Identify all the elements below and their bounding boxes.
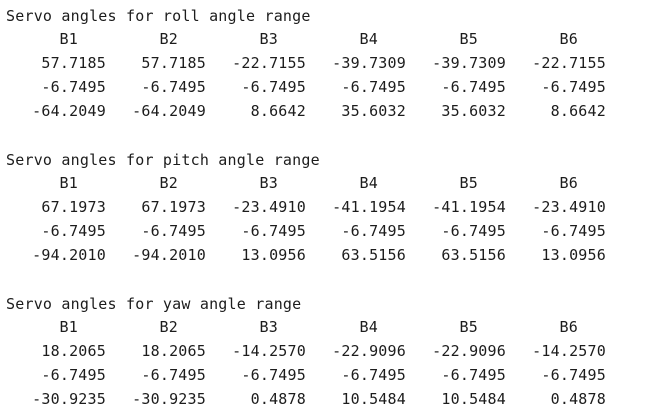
value-cell: -23.4910 bbox=[232, 198, 306, 216]
value-row: -64.2049 -64.2049 8.6642 35.6032 35.6032… bbox=[0, 100, 651, 122]
value-cell: -6.7495 bbox=[341, 78, 406, 96]
value-row: -30.9235 -30.9235 0.4878 10.5484 10.5484… bbox=[0, 388, 651, 410]
value-cell: -41.1954 bbox=[332, 198, 406, 216]
value-cell: -64.2049 bbox=[32, 102, 106, 120]
value-cell: -6.7495 bbox=[341, 222, 406, 240]
value-cell: -64.2049 bbox=[132, 102, 206, 120]
value-row: 18.2065 18.2065 -14.2570 -22.9096 -22.90… bbox=[0, 340, 651, 362]
value-cell: 18.2065 bbox=[41, 342, 106, 360]
value-cell: 13.0956 bbox=[241, 246, 306, 264]
column-header: B4 bbox=[359, 318, 378, 336]
column-header: B1 bbox=[59, 30, 78, 48]
column-header: B6 bbox=[559, 174, 578, 192]
value-cell: -94.2010 bbox=[132, 246, 206, 264]
value-cell: 35.6032 bbox=[341, 102, 406, 120]
pitch-angle-section: Servo angles for pitch angle range B1 B2… bbox=[0, 150, 651, 270]
value-cell: -6.7495 bbox=[141, 78, 206, 96]
value-cell: -6.7495 bbox=[341, 366, 406, 384]
value-cell: -6.7495 bbox=[541, 222, 606, 240]
header-row: B1 B2 B3 B4 B5 B6 bbox=[0, 28, 651, 50]
column-header: B6 bbox=[559, 318, 578, 336]
value-cell: -14.2570 bbox=[232, 342, 306, 360]
value-cell: -6.7495 bbox=[241, 222, 306, 240]
value-cell: 8.6642 bbox=[550, 102, 606, 120]
value-row: 67.1973 67.1973 -23.4910 -41.1954 -41.19… bbox=[0, 196, 651, 218]
column-header: B5 bbox=[459, 30, 478, 48]
value-cell: 10.5484 bbox=[341, 390, 406, 408]
section-title: Servo angles for pitch angle range bbox=[6, 151, 320, 169]
value-cell: -6.7495 bbox=[141, 366, 206, 384]
value-cell: -39.7309 bbox=[432, 54, 506, 72]
column-header: B1 bbox=[59, 174, 78, 192]
value-row: 57.7185 57.7185 -22.7155 -39.7309 -39.73… bbox=[0, 52, 651, 74]
value-cell: -6.7495 bbox=[141, 222, 206, 240]
value-cell: -6.7495 bbox=[41, 78, 106, 96]
value-cell: 0.4878 bbox=[550, 390, 606, 408]
value-cell: 67.1973 bbox=[41, 198, 106, 216]
column-header: B2 bbox=[159, 318, 178, 336]
roll-angle-section: Servo angles for roll angle range B1 B2 … bbox=[0, 6, 651, 126]
section-title: Servo angles for yaw angle range bbox=[6, 295, 302, 313]
value-cell: -14.2570 bbox=[532, 342, 606, 360]
column-header: B4 bbox=[359, 174, 378, 192]
header-row: B1 B2 B3 B4 B5 B6 bbox=[0, 172, 651, 194]
value-cell: 35.6032 bbox=[441, 102, 506, 120]
column-header: B1 bbox=[59, 318, 78, 336]
value-cell: -23.4910 bbox=[532, 198, 606, 216]
column-header: B2 bbox=[159, 174, 178, 192]
value-cell: 57.7185 bbox=[141, 54, 206, 72]
value-cell: -6.7495 bbox=[241, 366, 306, 384]
value-row: -6.7495 -6.7495 -6.7495 -6.7495 -6.7495 … bbox=[0, 220, 651, 242]
value-cell: -22.7155 bbox=[532, 54, 606, 72]
value-cell: 10.5484 bbox=[441, 390, 506, 408]
yaw-angle-section: Servo angles for yaw angle range B1 B2 B… bbox=[0, 294, 651, 414]
value-cell: -6.7495 bbox=[541, 366, 606, 384]
value-cell: -22.9096 bbox=[432, 342, 506, 360]
value-cell: -6.7495 bbox=[441, 366, 506, 384]
column-header: B3 bbox=[259, 174, 278, 192]
column-header: B2 bbox=[159, 30, 178, 48]
column-header: B3 bbox=[259, 318, 278, 336]
section-title: Servo angles for roll angle range bbox=[6, 7, 311, 25]
value-cell: 67.1973 bbox=[141, 198, 206, 216]
header-row: B1 B2 B3 B4 B5 B6 bbox=[0, 316, 651, 338]
column-header: B5 bbox=[459, 174, 478, 192]
value-cell: -6.7495 bbox=[41, 222, 106, 240]
value-cell: -41.1954 bbox=[432, 198, 506, 216]
value-cell: -39.7309 bbox=[332, 54, 406, 72]
value-cell: -22.9096 bbox=[332, 342, 406, 360]
value-cell: -6.7495 bbox=[441, 222, 506, 240]
column-header: B5 bbox=[459, 318, 478, 336]
column-header: B4 bbox=[359, 30, 378, 48]
value-cell: 13.0956 bbox=[541, 246, 606, 264]
value-row: -94.2010 -94.2010 13.0956 63.5156 63.515… bbox=[0, 244, 651, 266]
value-cell: -30.9235 bbox=[32, 390, 106, 408]
value-cell: 63.5156 bbox=[341, 246, 406, 264]
value-cell: 18.2065 bbox=[141, 342, 206, 360]
value-cell: 8.6642 bbox=[250, 102, 306, 120]
value-cell: -6.7495 bbox=[441, 78, 506, 96]
value-cell: -6.7495 bbox=[241, 78, 306, 96]
value-row: -6.7495 -6.7495 -6.7495 -6.7495 -6.7495 … bbox=[0, 364, 651, 386]
value-cell: -30.9235 bbox=[132, 390, 206, 408]
value-row: -6.7495 -6.7495 -6.7495 -6.7495 -6.7495 … bbox=[0, 76, 651, 98]
column-header: B3 bbox=[259, 30, 278, 48]
value-cell: 57.7185 bbox=[41, 54, 106, 72]
value-cell: -22.7155 bbox=[232, 54, 306, 72]
value-cell: 63.5156 bbox=[441, 246, 506, 264]
value-cell: -6.7495 bbox=[41, 366, 106, 384]
column-header: B6 bbox=[559, 30, 578, 48]
value-cell: 0.4878 bbox=[250, 390, 306, 408]
value-cell: -6.7495 bbox=[541, 78, 606, 96]
value-cell: -94.2010 bbox=[32, 246, 106, 264]
